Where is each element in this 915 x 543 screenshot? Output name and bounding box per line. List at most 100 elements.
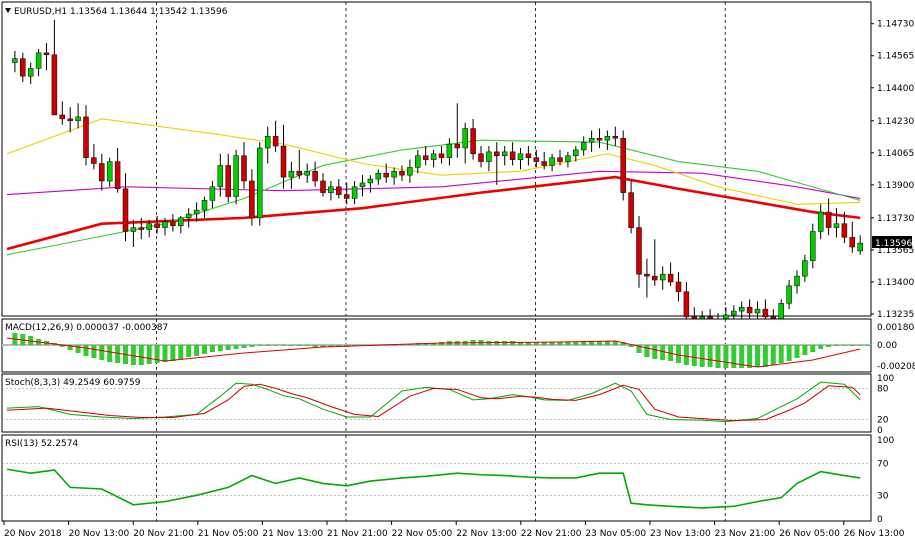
rsi-tick-label: 70 bbox=[877, 460, 889, 470]
macd-bar bbox=[91, 345, 97, 358]
candle-body bbox=[217, 165, 224, 188]
candle-body bbox=[185, 213, 192, 219]
macd-bar bbox=[723, 345, 729, 368]
candle-body bbox=[130, 227, 137, 232]
candle-body bbox=[620, 138, 626, 193]
candle-body bbox=[762, 308, 769, 318]
candle-body bbox=[667, 273, 674, 283]
candle-body bbox=[596, 138, 603, 141]
rsi-tick-label: 0 bbox=[877, 515, 883, 525]
candle-body bbox=[415, 155, 421, 168]
candle-body bbox=[462, 128, 468, 149]
candle-body bbox=[549, 157, 555, 166]
candle-body bbox=[644, 273, 650, 277]
candle-body bbox=[565, 155, 571, 162]
candle-body bbox=[628, 192, 634, 228]
last-price-box bbox=[872, 236, 912, 248]
candle-body bbox=[494, 151, 500, 156]
candle-body bbox=[249, 180, 255, 219]
macd-bar bbox=[249, 345, 255, 347]
candle-body bbox=[501, 151, 508, 156]
candle-body bbox=[391, 171, 397, 178]
macd-bar bbox=[130, 345, 136, 365]
stoch-title: Stoch(8,3,3) 49.2549 60.9759 bbox=[5, 378, 141, 388]
macd-bar bbox=[115, 345, 121, 363]
macd-bar bbox=[525, 342, 531, 345]
candle-body bbox=[328, 186, 334, 193]
price-tick-label: 1.13400 bbox=[877, 278, 914, 288]
rsi-line bbox=[2, 463, 871, 509]
candle-body bbox=[51, 54, 58, 116]
macd-bar bbox=[865, 345, 871, 346]
candle-body bbox=[659, 273, 666, 281]
candle-body bbox=[209, 186, 216, 201]
candle-body bbox=[857, 242, 863, 252]
candle-body bbox=[288, 171, 295, 178]
price-axis: 1.14730 1.14565 1.14400 1.14230 1.14065 1.139… bbox=[871, 20, 914, 320]
candle-body bbox=[580, 141, 587, 151]
macd-bar bbox=[834, 345, 839, 346]
candle-body bbox=[106, 161, 113, 182]
macd-bar bbox=[170, 345, 176, 361]
macd-signal-line bbox=[6, 337, 861, 368]
macd-bar bbox=[328, 345, 334, 347]
macd-bar bbox=[755, 345, 760, 367]
candle-body bbox=[849, 237, 856, 248]
candle-body bbox=[312, 171, 318, 182]
macd-bar bbox=[589, 341, 595, 345]
candle-body bbox=[486, 151, 492, 162]
candle-body bbox=[383, 172, 389, 178]
candle-body bbox=[754, 308, 761, 314]
candle-body bbox=[557, 157, 563, 162]
macd-bar bbox=[747, 345, 753, 368]
macd-bar bbox=[826, 345, 832, 347]
candle-body bbox=[738, 306, 745, 312]
candle-body bbox=[573, 149, 579, 156]
candle-body bbox=[375, 172, 382, 180]
macd-bar bbox=[581, 341, 587, 345]
rsi-tick-label: 100 bbox=[877, 436, 894, 446]
stoch-separators bbox=[155, 374, 726, 432]
candle-body bbox=[652, 275, 658, 281]
candle-body bbox=[138, 227, 145, 230]
stoch-line bbox=[6, 381, 861, 423]
macd-bar bbox=[241, 345, 247, 348]
macd-bar bbox=[502, 341, 508, 345]
candle-body bbox=[83, 116, 89, 158]
candle-body bbox=[67, 118, 73, 122]
macd-bar bbox=[731, 345, 737, 368]
macd-bar bbox=[281, 345, 286, 346]
macd-bar bbox=[312, 345, 318, 347]
candle-body bbox=[407, 167, 413, 176]
candle-body bbox=[541, 161, 547, 166]
candle-body bbox=[264, 136, 271, 149]
price-pane: EURUSD,H1 1.13564 1.13644 1.13542 1.1359… bbox=[1, 1, 914, 335]
macd-bar bbox=[636, 345, 642, 353]
price-tick-label: 1.14065 bbox=[877, 149, 914, 159]
macd-bar bbox=[178, 345, 184, 359]
macd-axis: 0.001804 0.00 -0.002083 bbox=[877, 323, 915, 372]
candle-body bbox=[786, 285, 792, 304]
candle-body bbox=[43, 52, 50, 56]
macd-bar bbox=[59, 345, 65, 347]
time-tick-label: 22 Nov 21:00 bbox=[521, 529, 582, 539]
time-tick-label: 21 Nov 13:00 bbox=[262, 529, 323, 539]
candle-body bbox=[241, 155, 247, 182]
time-tick-label: 23 Nov 13:00 bbox=[650, 529, 711, 539]
candle-body bbox=[517, 153, 524, 160]
candle-body bbox=[91, 157, 97, 164]
macd-bar bbox=[778, 345, 784, 363]
macd-bar bbox=[794, 345, 800, 358]
candle-body bbox=[27, 68, 34, 77]
stoch-lines bbox=[2, 381, 871, 423]
macd-bar bbox=[707, 345, 713, 367]
candle-body bbox=[343, 194, 350, 199]
candle-body bbox=[296, 171, 303, 176]
macd-bar bbox=[841, 345, 847, 346]
rsi-line bbox=[6, 468, 861, 509]
rsi-title: RSI(13) 52.2574 bbox=[5, 439, 78, 449]
macd-bar bbox=[162, 345, 168, 362]
macd-bar bbox=[194, 345, 200, 356]
macd-bar bbox=[510, 341, 516, 345]
